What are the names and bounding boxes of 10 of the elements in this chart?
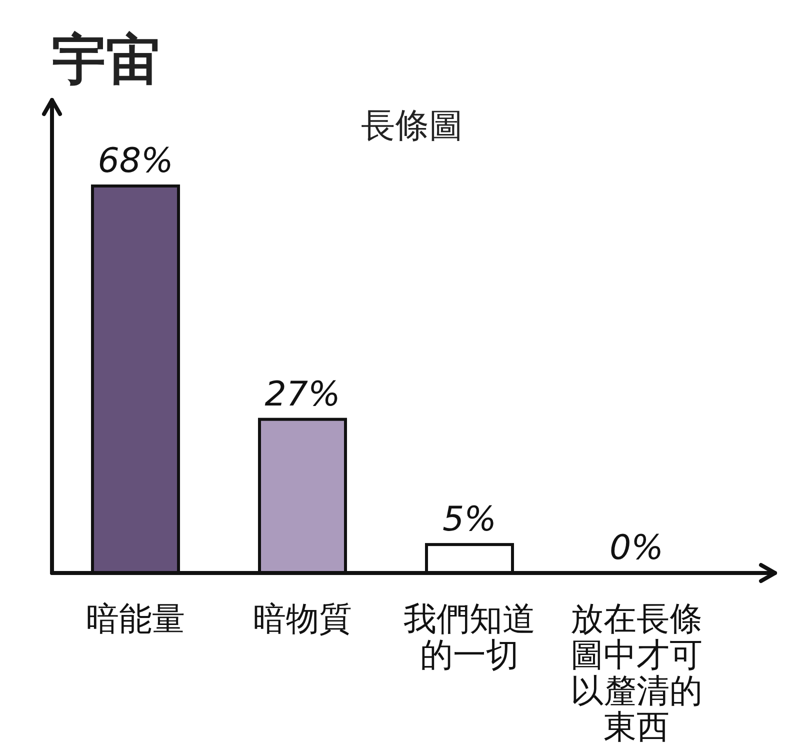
chart-title: 宇宙: [52, 28, 160, 91]
data-label: 27%: [264, 374, 340, 414]
chart-subtitle: 長條圖: [361, 106, 463, 146]
data-label: 68%: [98, 141, 174, 181]
data-label: 0%: [610, 528, 664, 568]
x-tick-label: 暗物質: [253, 599, 352, 638]
data-label: 5%: [442, 500, 496, 540]
x-tick-label: 我們知道的一切: [404, 599, 536, 674]
x-tick-label: 暗能量: [86, 599, 185, 638]
x-tick-label: 放在長條圖中才可以釐清的東西: [570, 599, 702, 746]
